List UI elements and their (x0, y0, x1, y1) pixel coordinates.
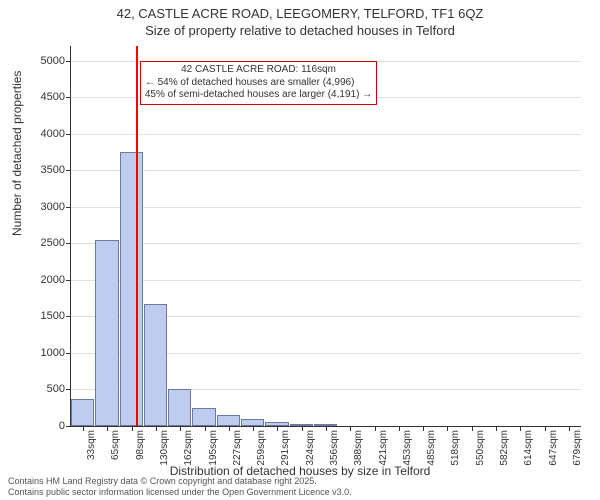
gridline (71, 280, 581, 281)
x-tick-mark (83, 426, 84, 431)
x-tick-label: 582sqm (499, 430, 510, 466)
y-tick-mark (66, 316, 71, 317)
y-tick-mark (66, 170, 71, 171)
footer-line-1: Contains HM Land Registry data © Crown c… (8, 476, 352, 487)
y-tick-label: 0 (59, 420, 65, 432)
gridline (71, 170, 581, 171)
y-tick-mark (66, 353, 71, 354)
y-axis-label: Number of detached properties (10, 71, 24, 236)
footer-line-2: Contains public sector information licen… (8, 487, 352, 498)
x-tick-mark (423, 426, 424, 431)
histogram-bar (192, 408, 215, 426)
x-tick-label: 647sqm (548, 430, 559, 466)
y-tick-label: 2000 (41, 274, 65, 286)
x-tick-label: 227sqm (232, 430, 243, 466)
x-tick-mark (205, 426, 206, 431)
x-tick-mark (569, 426, 570, 431)
histogram-bar (120, 152, 143, 426)
y-tick-label: 4000 (41, 128, 65, 140)
x-tick-mark (545, 426, 546, 431)
x-tick-label: 453sqm (402, 430, 413, 466)
gridline (71, 207, 581, 208)
y-tick-label: 3500 (41, 164, 65, 176)
x-tick-label: 65sqm (110, 430, 121, 460)
x-tick-mark (350, 426, 351, 431)
footer-attribution: Contains HM Land Registry data © Crown c… (8, 476, 352, 498)
x-tick-mark (520, 426, 521, 431)
y-tick-label: 3000 (41, 201, 65, 213)
x-tick-mark (253, 426, 254, 431)
y-tick-label: 1000 (41, 347, 65, 359)
x-tick-label: 162sqm (183, 430, 194, 466)
y-tick-mark (66, 207, 71, 208)
annotation-line-1: 42 CASTLE ACRE ROAD: 116sqm (145, 64, 372, 77)
y-tick-mark (66, 389, 71, 390)
y-tick-label: 5000 (41, 55, 65, 67)
x-tick-label: 388sqm (353, 430, 364, 466)
x-tick-label: 614sqm (523, 430, 534, 466)
y-tick-label: 500 (47, 383, 65, 395)
x-tick-mark (132, 426, 133, 431)
histogram-bar (95, 240, 118, 426)
plot-area: 0500100015002000250030003500400045005000… (70, 46, 581, 427)
x-tick-mark (447, 426, 448, 431)
chart-title-sub: Size of property relative to detached ho… (0, 23, 600, 40)
histogram-bar (217, 415, 240, 426)
x-tick-label: 259sqm (256, 430, 267, 466)
x-tick-mark (375, 426, 376, 431)
y-tick-mark (66, 426, 71, 427)
annotation-box: 42 CASTLE ACRE ROAD: 116sqm← 54% of deta… (140, 61, 377, 105)
x-tick-label: 291sqm (280, 430, 291, 466)
x-tick-mark (180, 426, 181, 431)
y-tick-mark (66, 61, 71, 62)
x-tick-label: 98sqm (135, 430, 146, 460)
x-tick-mark (326, 426, 327, 431)
x-tick-label: 518sqm (450, 430, 461, 466)
x-tick-label: 550sqm (475, 430, 486, 466)
y-tick-mark (66, 97, 71, 98)
histogram-bar (71, 399, 94, 426)
annotation-line-2: ← 54% of detached houses are smaller (4,… (145, 77, 372, 90)
y-tick-label: 2500 (41, 237, 65, 249)
x-tick-label: 33sqm (86, 430, 97, 460)
y-tick-label: 1500 (41, 310, 65, 322)
chart-container: 42, CASTLE ACRE ROAD, LEEGOMERY, TELFORD… (0, 0, 600, 500)
x-tick-label: 485sqm (426, 430, 437, 466)
x-tick-label: 324sqm (305, 430, 316, 466)
gridline (71, 134, 581, 135)
gridline (71, 243, 581, 244)
x-tick-mark (107, 426, 108, 431)
x-tick-mark (399, 426, 400, 431)
chart-title-address: 42, CASTLE ACRE ROAD, LEEGOMERY, TELFORD… (0, 0, 600, 23)
x-tick-mark (302, 426, 303, 431)
reference-line (136, 46, 138, 426)
x-tick-label: 421sqm (378, 430, 389, 466)
x-tick-label: 679sqm (572, 430, 583, 466)
x-tick-mark (229, 426, 230, 431)
y-tick-label: 4500 (41, 91, 65, 103)
histogram-bar (144, 304, 167, 426)
y-tick-mark (66, 243, 71, 244)
x-tick-mark (277, 426, 278, 431)
x-tick-mark (496, 426, 497, 431)
annotation-line-3: 45% of semi-detached houses are larger (… (145, 89, 372, 102)
x-tick-label: 130sqm (159, 430, 170, 466)
histogram-bar (168, 389, 191, 426)
x-tick-label: 195sqm (208, 430, 219, 466)
y-tick-mark (66, 280, 71, 281)
x-tick-mark (472, 426, 473, 431)
x-tick-label: 356sqm (329, 430, 340, 466)
x-tick-mark (156, 426, 157, 431)
y-tick-mark (66, 134, 71, 135)
